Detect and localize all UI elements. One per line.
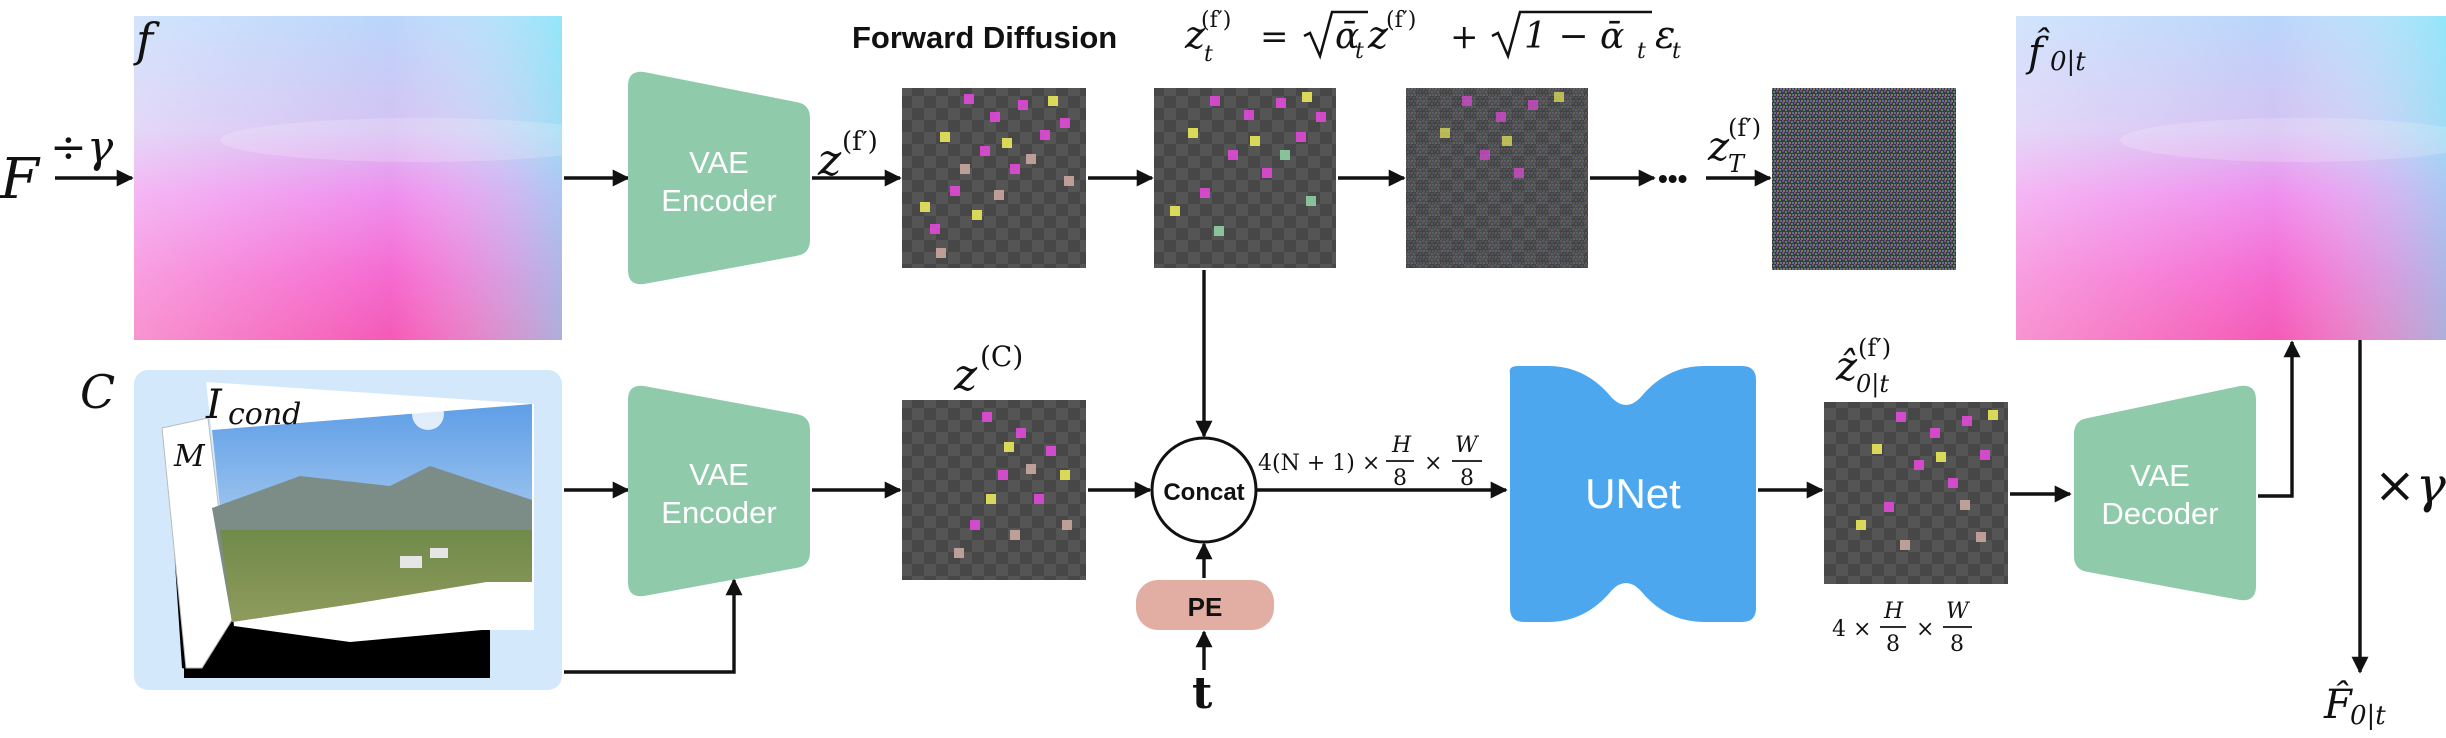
eq-sqrt2-body: 1 − ᾱ (1524, 16, 1624, 57)
out-dim-label: 4 × H 8 × W 8 (1832, 599, 1972, 657)
label-z-c: z (953, 350, 978, 401)
label-C: C (80, 365, 115, 419)
latent-top-2 (1154, 88, 1336, 268)
out-dim-h: H (1883, 599, 1904, 624)
out-dim-prefix: 4 × (1832, 617, 1871, 642)
latent-cond (902, 400, 1086, 580)
concat-dim-prefix: 4(N + 1) × (1258, 451, 1380, 476)
eq-lhs: z (1184, 13, 1206, 57)
flow-image-f (134, 16, 620, 340)
vae-encoder-1-line1: VAE (689, 145, 749, 180)
eq-z-sup: (f′) (1386, 8, 1416, 33)
vae-encoder-1-line2: Encoder (661, 183, 776, 218)
pe-label: PE (1188, 592, 1223, 622)
vae-encoder-2-line2: Encoder (661, 495, 776, 530)
eq-lhs-sub: t (1204, 42, 1213, 67)
concat-dim-w: W (1455, 433, 1480, 458)
concat-dim-w-den: 8 (1460, 466, 1474, 491)
eq-sqrt2-sub: t (1637, 39, 1646, 64)
label-z-c-sup: (C) (980, 340, 1023, 373)
unet-label: UNet (1585, 470, 1681, 517)
out-dim-h-den: 8 (1886, 632, 1900, 657)
forward-diffusion-title: Forward Diffusion z t (f′) = ᾱ t z (f′) … (852, 8, 1681, 67)
eq-sqrt1-var: ᾱ (1335, 16, 1359, 57)
latent-top-1 (902, 88, 1086, 268)
vae-encoder-2: VAE Encoder (628, 385, 810, 597)
latent-zhat (1824, 402, 2008, 584)
vae-decoder: VAE Decoder (2074, 385, 2256, 601)
label-zT-sup: (f′) (1728, 114, 1761, 142)
arrow-decoder-to-fhat (2258, 340, 2301, 498)
latent-noise-zT (1772, 88, 1956, 270)
mask-paper (161, 417, 233, 669)
concat-dim-times: × (1424, 451, 1442, 476)
label-t: t (1192, 668, 1213, 719)
label-divide-gamma: ÷γ (50, 122, 114, 173)
forward-diffusion-label: Forward Diffusion (852, 20, 1117, 55)
eq-z: z (1367, 13, 1389, 57)
label-zhat: ẑ (1835, 344, 1858, 390)
concat-dim-label: 4(N + 1) × H 8 × W 8 (1258, 433, 1482, 491)
eq-eps-sub: t (1672, 39, 1681, 64)
label-dots: ••• (1658, 163, 1687, 194)
label-z-f-sup: (f′) (842, 127, 878, 157)
label-Fhat: F̂ (2323, 682, 2353, 728)
label-zhat-sub: 0|t (1856, 370, 1889, 399)
eq-plus: + (1450, 17, 1479, 57)
label-times-gamma: ×γ (2374, 456, 2446, 514)
sqrt1-sign (1303, 10, 1368, 60)
concat-dim-h: H (1391, 433, 1412, 458)
eq-lhs-sup: (f′) (1201, 8, 1231, 33)
vae-encoder-1: VAE Encoder (628, 71, 810, 285)
label-zhat-sup: (f′) (1858, 334, 1891, 362)
eq-eps: ε (1655, 13, 1675, 57)
label-M: M (173, 439, 206, 474)
label-Fhat-sub: 0|t (2350, 701, 2386, 731)
vae-decoder-line2: Decoder (2101, 496, 2218, 531)
concat-dim-h-den: 8 (1393, 466, 1407, 491)
concat-label: Concat (1163, 479, 1244, 506)
concat-node: Concat (1150, 436, 1258, 544)
label-zT: z (1707, 124, 1730, 170)
condition-panel (134, 370, 562, 690)
flow-image-fhat (2016, 16, 2446, 340)
eq-equals: = (1260, 17, 1289, 57)
out-dim-times: × (1916, 617, 1934, 642)
cond-photo (212, 398, 532, 622)
label-I-cond: I (205, 382, 223, 428)
out-dim-w-den: 8 (1950, 632, 1964, 657)
label-I-cond-sub: cond (228, 397, 301, 432)
label-zT-sub: T (1728, 150, 1746, 178)
label-F: F (0, 147, 41, 212)
vae-decoder-line1: VAE (2130, 458, 2190, 493)
unet-block: UNet (1509, 366, 1756, 622)
latent-top-3 (1406, 88, 1588, 268)
vae-encoder-2-line1: VAE (689, 457, 749, 492)
pe-block: PE (1136, 580, 1274, 630)
arrow-mask-to-encoder2 (564, 578, 743, 674)
sqrt2-sign (1491, 10, 1652, 60)
eq-sqrt1-sub: t (1355, 39, 1364, 64)
out-dim-w: W (1946, 599, 1971, 624)
label-fhat-sub: 0|t (2050, 47, 2086, 77)
